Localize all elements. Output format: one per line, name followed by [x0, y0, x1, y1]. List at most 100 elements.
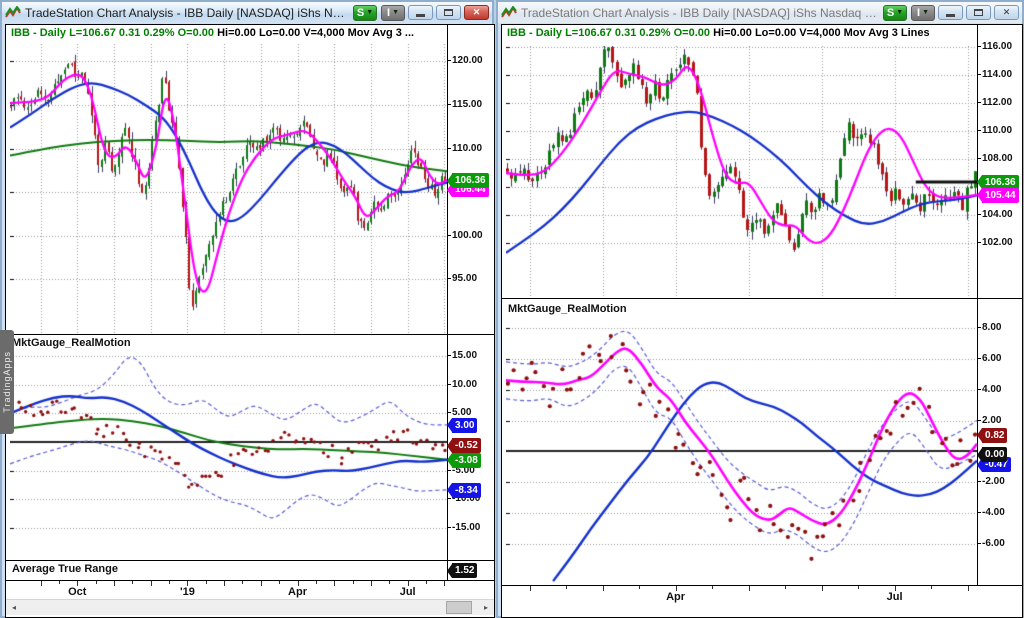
- y-axis-tick-label: 110.00: [447, 143, 482, 154]
- badge-notch-icon: [977, 457, 982, 472]
- tradingapps-dock-tab[interactable]: TradingApps: [0, 330, 14, 434]
- titlebar-left[interactable]: TradeStation Chart Analysis - IBB Daily …: [2, 2, 492, 23]
- date-axis-tick: [260, 581, 262, 586]
- minimize-button[interactable]: [938, 5, 963, 20]
- panel-separator[interactable]: [6, 580, 494, 581]
- interval-dropdown-button[interactable]: I ▼: [381, 4, 405, 21]
- indicator-label: MktGauge_RealMotion: [508, 303, 627, 315]
- axis-tick: [447, 103, 451, 105]
- axis-tick: [977, 357, 981, 359]
- tradestation-window-right: TradeStation Chart Analysis - IBB Daily …: [496, 0, 1024, 618]
- titlebar-right[interactable]: TradeStation Chart Analysis - IBB Daily …: [498, 2, 1022, 23]
- date-axis-tick: [40, 581, 42, 586]
- axis-tick: [977, 419, 981, 421]
- y-axis-tick-label: 120.00: [447, 55, 483, 66]
- badge-notch-icon: [447, 418, 452, 433]
- axis-price-badge: 106.36: [977, 174, 1019, 190]
- y-axis-tick-label: -4.00: [977, 507, 1005, 518]
- date-axis-tick: [279, 581, 281, 584]
- y-axis-tick-label: 2.00: [977, 415, 1001, 426]
- date-axis-tick: [675, 586, 677, 591]
- date-axis-tick: [785, 586, 787, 589]
- close-button[interactable]: ✕: [464, 5, 489, 20]
- axis-tick: [447, 234, 451, 236]
- style-dropdown-button[interactable]: S ▼: [883, 4, 907, 21]
- date-axis-tick: [224, 581, 226, 586]
- axis-tick: [447, 355, 451, 357]
- date-axis: Oct '19 Apr Jul: [6, 581, 494, 598]
- y-axis-tick-label: 6.00: [977, 353, 1001, 364]
- tradestation-window-left: TradeStation Chart Analysis - IBB Daily …: [0, 0, 495, 618]
- axis-tick: [977, 543, 981, 545]
- date-axis-tick: [352, 581, 354, 584]
- close-button[interactable]: ✕: [994, 5, 1019, 20]
- date-axis-tick: [407, 581, 409, 586]
- close-icon: ✕: [1002, 7, 1011, 17]
- axis-price-badge: 106.36: [447, 173, 489, 189]
- badge-notch-icon: [977, 447, 982, 462]
- axis-tick: [977, 388, 981, 390]
- tradestation-logo-icon: [501, 5, 517, 18]
- date-axis-tick: [77, 581, 79, 586]
- date-axis-tick: [748, 586, 750, 591]
- scroll-right-arrow-icon[interactable]: ▸: [478, 600, 494, 615]
- y-axis-tick-label: -10.00: [447, 493, 480, 504]
- axis-tick: [977, 129, 981, 131]
- date-axis-tick: [894, 586, 896, 591]
- panel-separator[interactable]: [502, 298, 1022, 299]
- axis-tick: [977, 101, 981, 103]
- chevron-down-icon: ▼: [366, 9, 374, 16]
- date-axis-tick: [95, 581, 97, 584]
- badge-notch-icon: [977, 175, 982, 190]
- axis-tick: [447, 498, 451, 500]
- price-chart-canvas[interactable]: [506, 46, 977, 298]
- date-axis-tick: [389, 581, 391, 584]
- date-axis-tick: [639, 586, 641, 589]
- y-axis-right-window: 116.00 114.00 112.00 110.00 108.00 104.00 102.…: [977, 25, 1022, 617]
- axis-price-badge: -8.34: [447, 482, 481, 498]
- y-axis-tick-label: 8.00: [977, 322, 1001, 333]
- scroll-left-arrow-icon[interactable]: ◂: [6, 600, 22, 615]
- interval-dropdown-button[interactable]: I ▼: [911, 4, 935, 21]
- minimize-icon: [946, 14, 955, 17]
- chart-header-symbol-quote: IBB - Daily L=106.67 0.31 0.29% O=0.00: [11, 27, 215, 39]
- badge-notch-icon: [977, 428, 982, 443]
- chart-header: IBB - Daily L=106.67 0.31 0.29% O=0.00 H…: [11, 27, 414, 39]
- badge-notch-icon: [447, 173, 452, 188]
- realmotion-indicator-canvas[interactable]: [10, 335, 447, 560]
- price-chart-canvas[interactable]: [10, 44, 447, 334]
- panel-separator[interactable]: [6, 560, 494, 561]
- date-axis-tick: [297, 581, 299, 586]
- price-axis-line: [447, 25, 448, 581]
- axis-tick: [447, 412, 451, 414]
- y-axis-tick-label: 5.00: [447, 407, 471, 418]
- axis-tick: [977, 512, 981, 514]
- maximize-icon: [974, 9, 983, 16]
- axis-tick: [977, 73, 981, 75]
- maximize-button[interactable]: [966, 5, 991, 20]
- chevron-down-icon: ▼: [392, 9, 399, 16]
- panel-separator[interactable]: [502, 585, 1022, 586]
- chart-header-symbol-quote: IBB - Daily L=106.67 0.31 0.29% O=0.00: [507, 27, 711, 39]
- y-axis-tick-label: 15.00: [447, 350, 477, 361]
- realmotion-indicator-canvas[interactable]: [506, 299, 977, 585]
- maximize-button[interactable]: [436, 5, 461, 20]
- y-axis-tick-label: 116.00: [977, 41, 1012, 52]
- date-axis-tick: [444, 581, 446, 586]
- y-axis-tick-label: 110.00: [977, 125, 1012, 136]
- axis-price-badge: -0.52: [447, 438, 481, 454]
- minimize-button[interactable]: [408, 5, 433, 20]
- scrollbar-thumb[interactable]: [446, 601, 472, 614]
- date-axis-tick: [712, 586, 714, 589]
- date-axis-tick: [931, 586, 933, 589]
- atr-value-badge: 1.52: [447, 563, 478, 578]
- panel-separator[interactable]: [6, 334, 494, 335]
- axis-price-badge: -3.08: [447, 452, 481, 468]
- style-dropdown-button[interactable]: S ▼: [353, 4, 377, 21]
- chart-header-ohlcv: Hi=0.00 Lo=0.00 V=4,000 Mov Avg 3 Lines: [713, 27, 930, 39]
- badge-notch-icon: [447, 438, 452, 453]
- axis-price-badge: 105.44: [977, 187, 1019, 203]
- date-axis-tick: [169, 581, 171, 584]
- horizontal-scrollbar[interactable]: ◂ ▸: [6, 599, 494, 615]
